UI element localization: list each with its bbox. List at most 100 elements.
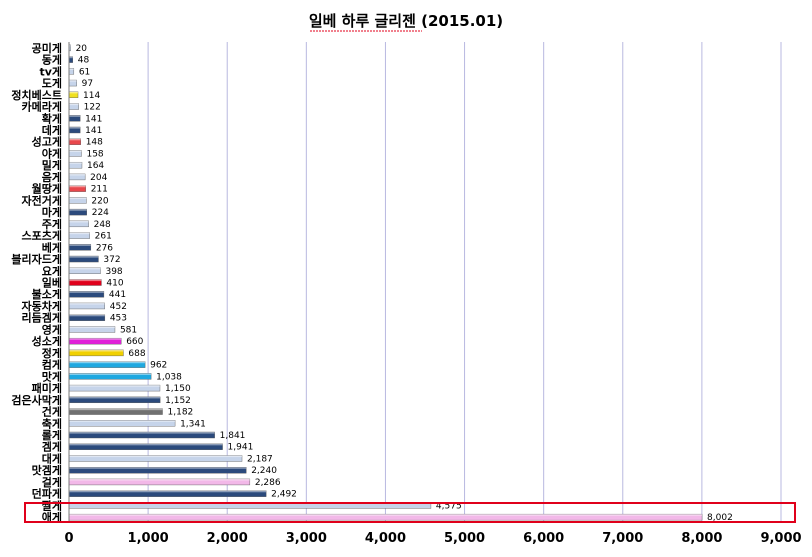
- value-label: 1,841: [220, 431, 246, 441]
- bar-sheen: [69, 115, 81, 117]
- category-label: 동게: [42, 53, 62, 67]
- bar-sheen: [69, 467, 247, 469]
- value-label: 122: [84, 103, 101, 113]
- bar-sheen: [69, 490, 267, 493]
- value-label: 224: [92, 208, 109, 218]
- value-label: 148: [86, 138, 103, 148]
- value-label: 97: [82, 79, 93, 89]
- bar-sheen: [69, 150, 82, 153]
- value-label: 2,187: [247, 454, 273, 464]
- value-label: 1,182: [168, 408, 194, 418]
- category-label: 맛게: [42, 369, 62, 383]
- bar-sheen: [69, 126, 81, 129]
- bar-sheen: [69, 244, 91, 246]
- category-label: 자동차게: [22, 299, 62, 313]
- category-label: 짤게: [42, 498, 62, 512]
- bar-sheen: [69, 302, 105, 305]
- category-label: 데게: [42, 123, 62, 137]
- bar-sheen: [69, 338, 122, 340]
- x-tick-label: 1,000: [128, 531, 169, 546]
- category-label: 정게: [42, 346, 62, 360]
- value-label: 158: [86, 149, 103, 159]
- value-label: 204: [90, 173, 107, 183]
- bar-sheen: [69, 68, 74, 70]
- category-label: 대게: [42, 451, 62, 465]
- category-label: 스포츠게: [22, 229, 62, 243]
- bar-sheen: [69, 279, 102, 282]
- bar-sheen: [69, 197, 87, 199]
- category-label: 롤게: [42, 428, 62, 442]
- bar-sheen: [69, 478, 250, 481]
- value-label: 248: [94, 220, 111, 230]
- category-labels: 공미게동게tv게도게정치베스트카메라게확게데게성고게야게밀게음게월땅게자전거게마…: [11, 41, 62, 524]
- x-tick-label: 2,000: [207, 531, 248, 546]
- category-label: 걸게: [42, 475, 62, 489]
- category-label: 겜게: [42, 440, 62, 454]
- highlight-box: [24, 502, 796, 523]
- bar-sheen: [69, 514, 703, 516]
- bar-sheen: [69, 185, 86, 188]
- value-label: 141: [85, 126, 102, 136]
- bar-sheen: [69, 103, 79, 106]
- value-label: 276: [96, 243, 113, 253]
- value-label: 20: [76, 44, 88, 54]
- category-label: 불소게: [32, 287, 62, 301]
- bar-sheen: [69, 385, 160, 387]
- category-label: 패미게: [32, 381, 62, 395]
- bar-sheen: [69, 267, 101, 270]
- bar-sheen: [69, 455, 243, 458]
- value-label: 8,002: [707, 513, 733, 523]
- bar-sheen: [69, 361, 146, 364]
- category-label: 컴게: [42, 358, 62, 372]
- bar-sheen: [69, 256, 99, 258]
- category-label: 베게: [42, 240, 62, 254]
- category-label: 검은사막게: [11, 393, 62, 407]
- value-label: 4,575: [436, 501, 462, 511]
- category-label: 월땅게: [32, 182, 62, 196]
- value-label: 372: [103, 255, 120, 265]
- x-tick-label: 7,000: [602, 531, 643, 546]
- category-label: 축게: [42, 416, 62, 430]
- bar-sheen: [69, 396, 161, 399]
- category-label: 주게: [42, 217, 62, 231]
- category-label: tv게: [39, 64, 62, 78]
- value-label: 1,152: [165, 396, 191, 406]
- category-label: 확게: [42, 111, 62, 125]
- bars: [68, 44, 703, 521]
- bar-sheen: [69, 291, 104, 293]
- category-label: 요게: [42, 264, 62, 278]
- value-labels: 2048619711412214114114815816420421122022…: [76, 44, 733, 523]
- category-label: 블리자드게: [11, 252, 62, 266]
- category-label: 애게: [42, 510, 62, 524]
- value-label: 1,941: [228, 443, 254, 453]
- value-label: 660: [126, 337, 143, 347]
- value-label: 2,492: [271, 490, 297, 500]
- category-label: 카메라게: [22, 100, 62, 114]
- x-tick-label: 9,000: [760, 531, 801, 546]
- x-tick-label: 4,000: [365, 531, 406, 546]
- value-label: 962: [150, 361, 167, 371]
- bar-sheen: [69, 44, 71, 47]
- bar-sheen: [69, 91, 79, 94]
- value-label: 261: [95, 232, 112, 242]
- bar-sheen: [69, 373, 152, 375]
- category-label: 건게: [42, 405, 62, 419]
- bar-sheen: [69, 138, 81, 141]
- bar-sheen: [69, 80, 77, 82]
- bar-sheen: [69, 56, 73, 59]
- category-label: 도게: [42, 76, 62, 90]
- value-label: 164: [87, 161, 104, 171]
- category-label: 성고게: [32, 135, 62, 149]
- bar-sheen: [69, 443, 223, 446]
- value-label: 398: [105, 267, 122, 277]
- value-label: 61: [79, 67, 90, 77]
- value-label: 1,038: [156, 372, 182, 382]
- bar-sheen: [69, 209, 87, 211]
- value-label: 441: [109, 290, 126, 300]
- x-tick-label: 0: [64, 531, 73, 546]
- category-label: 자전거게: [22, 193, 62, 207]
- value-label: 1,341: [180, 419, 206, 429]
- x-tick-label: 8,000: [681, 531, 722, 546]
- value-label: 2,286: [255, 478, 281, 488]
